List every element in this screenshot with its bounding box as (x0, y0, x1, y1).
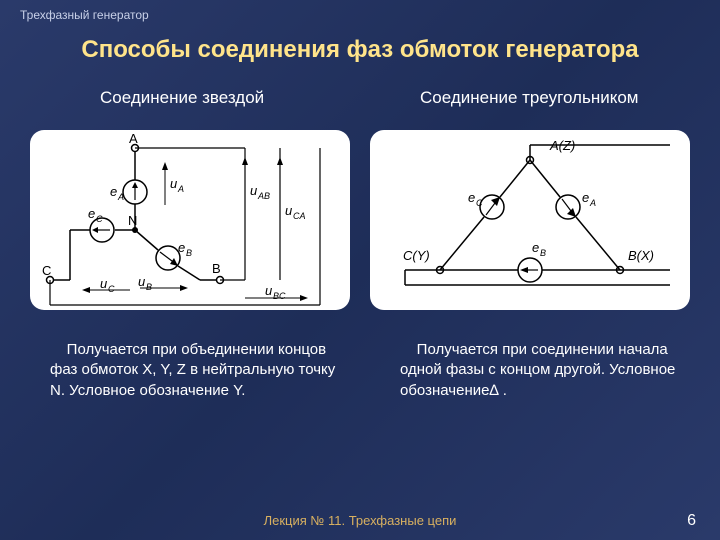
label-eA: e (110, 184, 117, 199)
page-title: Способы соединения фаз обмоток генератор… (0, 36, 720, 64)
label-uC: u (100, 276, 107, 291)
label-uB: u (138, 274, 145, 289)
description-star: Получается при объединении концов фаз об… (50, 340, 350, 401)
label-uAB: u (250, 183, 257, 198)
label-uAB-sub: AB (257, 191, 270, 201)
breadcrumb: Трехфазный генератор (20, 8, 149, 22)
label-uCA: u (285, 203, 292, 218)
diagram-star: A e A u A N C e C B e B (30, 130, 350, 310)
label-uBC-sub: BC (273, 291, 286, 301)
label-A: A (129, 131, 138, 146)
footer-lecture: Лекция № 11. Трехфазные цепи (0, 513, 720, 528)
label-d-eA: e (582, 190, 589, 205)
label-eC: e (88, 206, 95, 221)
label-uA-sub: A (177, 184, 184, 194)
label-d-eB-sub: B (540, 248, 546, 258)
label-d-eC-sub: C (476, 198, 483, 208)
label-uB-sub: B (146, 282, 152, 292)
label-BX: B(X) (628, 248, 654, 263)
label-CY: C(Y) (403, 248, 430, 263)
subtitle-star: Соединение звездой (100, 88, 264, 108)
label-uA: u (170, 176, 177, 191)
label-d-eB: e (532, 240, 539, 255)
label-uBC: u (265, 283, 272, 298)
label-eB: e (178, 240, 185, 255)
diagram-delta: A(Z) C(Y) B(X) e C e A e B (370, 130, 690, 310)
page-number: 6 (687, 512, 696, 530)
label-uC-sub: C (108, 284, 115, 294)
label-eC-sub: C (96, 214, 103, 224)
label-eA-sub: A (117, 192, 124, 202)
label-d-eC: e (468, 190, 475, 205)
label-eB-sub: B (186, 248, 192, 258)
label-d-eA-sub: A (589, 198, 596, 208)
label-N: N (128, 213, 137, 228)
label-B: B (212, 261, 221, 276)
label-C: C (42, 263, 51, 278)
description-delta: Получается при соединении начала одной ф… (400, 340, 700, 401)
label-uCA-sub: CA (293, 211, 306, 221)
subtitle-delta: Соединение треугольником (420, 88, 638, 108)
